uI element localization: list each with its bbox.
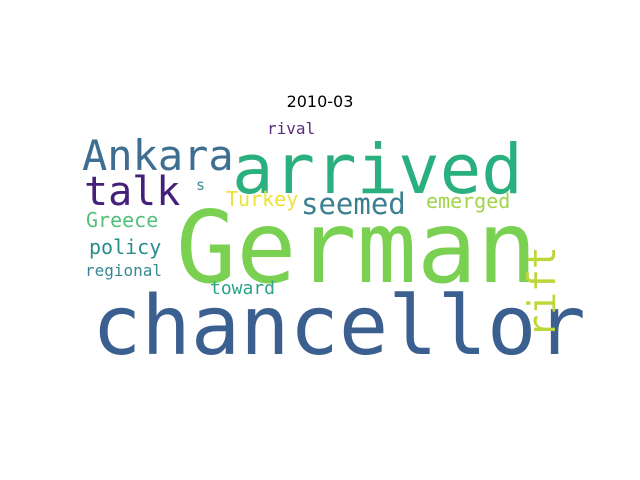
word-ankara: Ankara bbox=[82, 131, 234, 180]
word-chancellor: chancellor bbox=[92, 279, 586, 374]
word-german: German bbox=[176, 189, 537, 306]
word-talk: talk bbox=[84, 169, 180, 215]
word-rival: rival bbox=[267, 119, 315, 138]
word-turkey: Turkey bbox=[226, 187, 298, 211]
word-rift: rift bbox=[520, 246, 564, 338]
word-seemed: seemed bbox=[301, 187, 406, 221]
word-s: s bbox=[196, 176, 205, 194]
word-arrived: arrived bbox=[232, 130, 523, 210]
word-policy: policy bbox=[89, 235, 161, 259]
word-toward: toward bbox=[210, 278, 275, 299]
word-emerged: emerged bbox=[426, 189, 510, 213]
word-greece: Greece bbox=[86, 208, 158, 232]
word-regional: regional bbox=[85, 261, 162, 280]
chart-title: 2010-03 bbox=[286, 92, 354, 111]
